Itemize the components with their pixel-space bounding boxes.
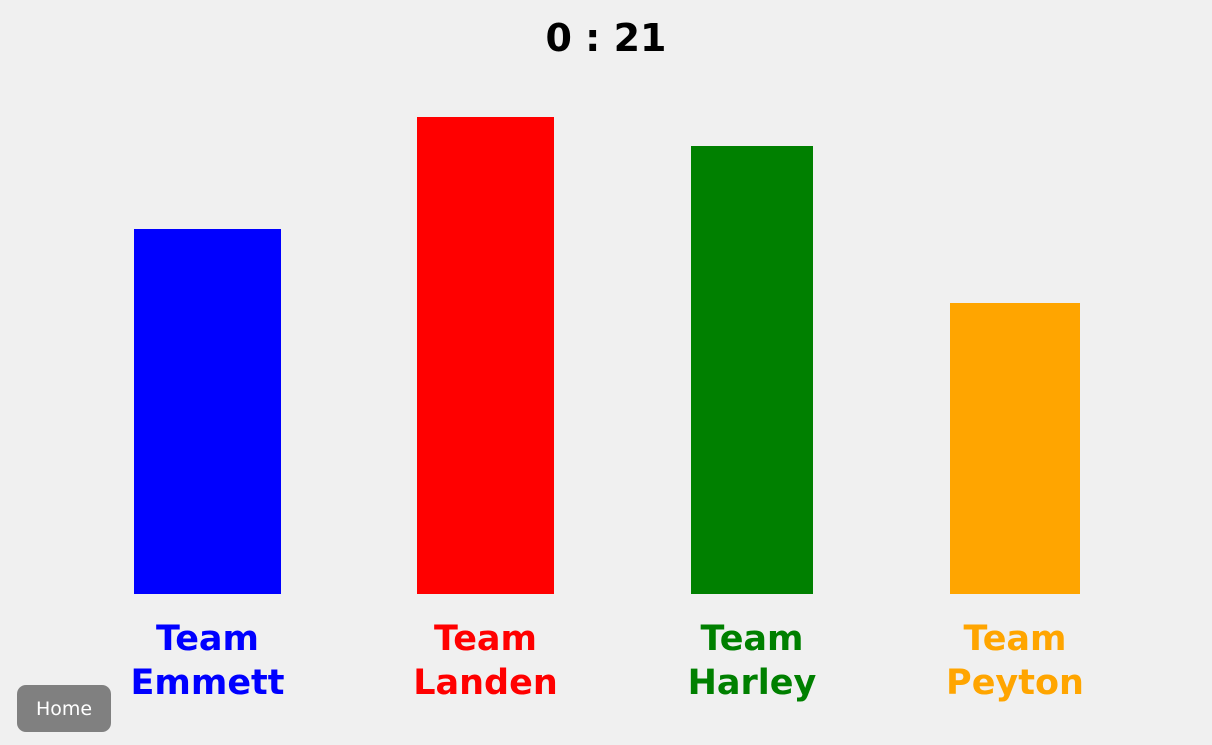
team-label-first-line: Team: [155, 619, 260, 659]
team-label-first-line: Team: [700, 619, 804, 659]
team-bar-emmett: [134, 229, 281, 594]
home-button[interactable]: Home: [17, 685, 111, 732]
team-label-first-line: Team: [433, 619, 538, 659]
team-label-first-line: Team: [963, 619, 1067, 659]
countdown-timer: 0 : 21: [545, 16, 667, 60]
team-label-landen: Team Landen: [385, 617, 586, 705]
team-bar-landen: [417, 117, 554, 594]
team-label-harley: Team Harley: [651, 617, 853, 705]
team-bar-peyton: [950, 303, 1080, 594]
team-label-name: Landen: [413, 663, 558, 703]
team-bar-harley: [691, 146, 813, 594]
team-label-peyton: Team Peyton: [914, 617, 1116, 705]
team-label-name: Emmett: [130, 663, 285, 703]
team-label-name: Peyton: [946, 663, 1084, 703]
team-label-name: Harley: [687, 663, 817, 703]
team-label-emmett: Team Emmett: [107, 617, 308, 705]
